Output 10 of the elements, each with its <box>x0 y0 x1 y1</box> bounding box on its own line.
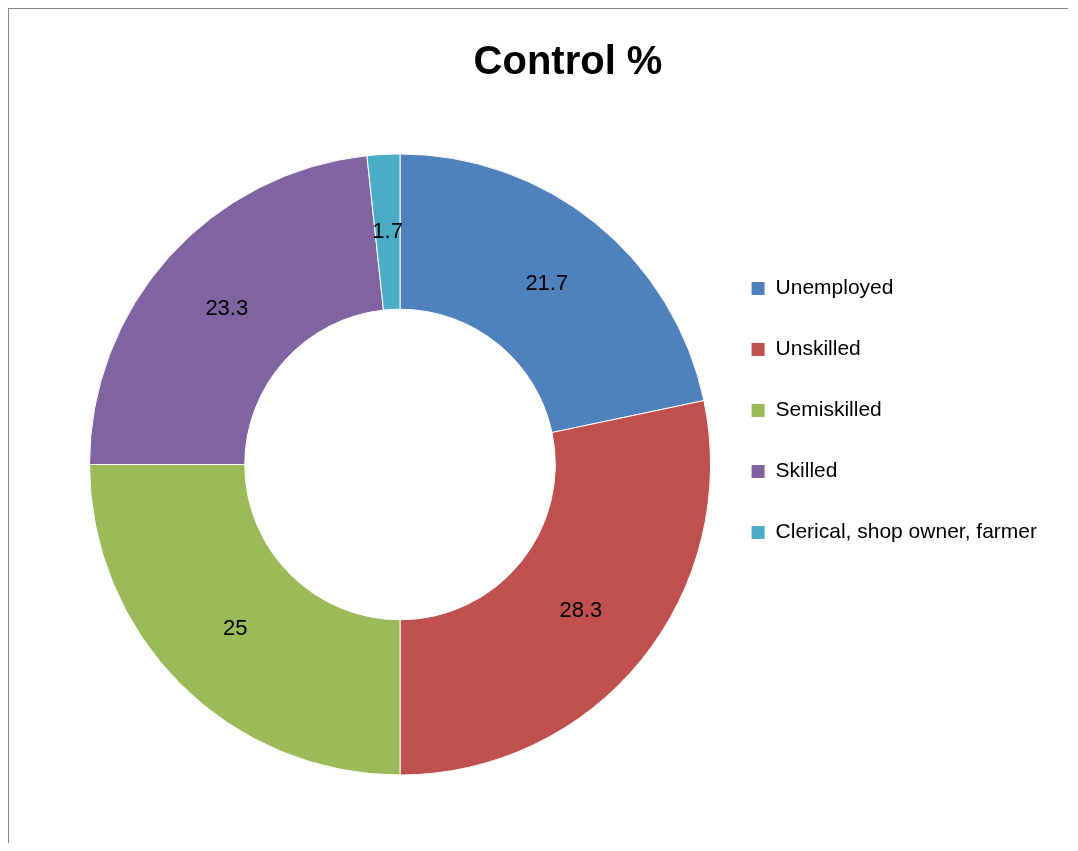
data-label: 28.3 <box>559 597 603 623</box>
legend-label: Clerical, shop owner, farmer <box>775 519 1038 543</box>
data-label: 21.7 <box>525 269 569 295</box>
legend-label: Unskilled <box>775 336 861 360</box>
chart-title: Control % <box>473 38 663 83</box>
data-label: 25 <box>223 615 248 641</box>
legend-label: Semiskilled <box>775 397 882 421</box>
data-label: 23.3 <box>205 294 249 320</box>
legend-label: Unemployed <box>775 275 894 299</box>
legend-label: Skilled <box>775 458 838 482</box>
